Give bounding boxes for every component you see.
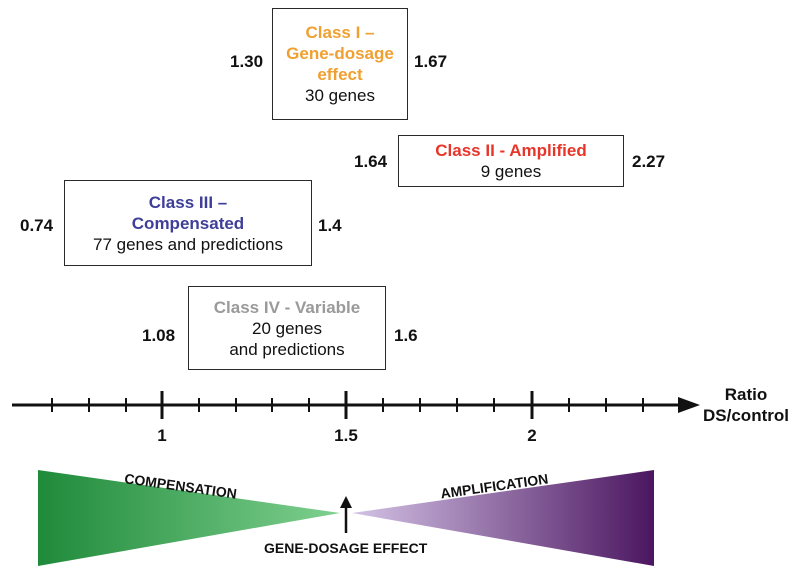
class-1-count: 30 genes: [305, 86, 375, 105]
class-2-upper-bound: 2.27: [632, 152, 666, 171]
class-3-lower-bound: 0.74: [20, 216, 54, 235]
class-3-name-line-2: Compensated: [131, 213, 245, 233]
amplification-label: AMPLIFICATION: [439, 470, 550, 502]
class-4-lower-bound: 1.08: [142, 326, 176, 345]
class-4-upper-bound: 1.6: [394, 326, 418, 345]
class-1-lower-bound: 1.30: [230, 52, 264, 71]
class-1-name-line-1: Class I –: [305, 23, 375, 42]
class-1-name-line-3: effect: [317, 65, 363, 84]
gene-dosage-arrowhead: [340, 496, 352, 508]
tick-label-1-5: 1.5: [334, 426, 358, 445]
class-3-name-line-1: Class III –: [148, 192, 228, 212]
class-2-lower-bound: 1.64: [354, 152, 388, 171]
class-4-count-line-2: and predictions: [229, 339, 345, 359]
class-4-box: Class IV - Variable 20 genes and predict…: [188, 286, 386, 370]
minor-ticks: [51, 398, 644, 412]
compensation-label: COMPENSATION: [123, 470, 238, 502]
axis-label: Ratio DS/control: [694, 384, 798, 426]
class-3-count: 77 genes and predictions: [93, 234, 283, 254]
class-4-count-line-1: 20 genes: [252, 318, 322, 338]
class-3-upper-bound: 1.4: [318, 216, 342, 235]
axis-label-line-2: DS/control: [703, 406, 789, 425]
class-1-upper-bound: 1.67: [414, 52, 448, 71]
gene-dosage-effect-label: GENE-DOSAGE EFFECT: [264, 540, 428, 556]
tick-label-2: 2: [527, 426, 537, 445]
class-4-name: Class IV - Variable: [213, 297, 361, 317]
class-3-box: Class III – Compensated 77 genes and pre…: [64, 180, 312, 266]
tick-label-1: 1: [157, 426, 167, 445]
class-1-box: Class I – Gene-dosage effect 30 genes: [272, 8, 408, 120]
class-2-name: Class II - Amplified: [435, 141, 587, 160]
class-2-box: Class II - Amplified 9 genes: [398, 135, 624, 187]
class-1-name-line-2: Gene-dosage: [286, 44, 394, 63]
class-2-count: 9 genes: [480, 162, 542, 181]
axis-label-line-1: Ratio: [724, 385, 768, 404]
